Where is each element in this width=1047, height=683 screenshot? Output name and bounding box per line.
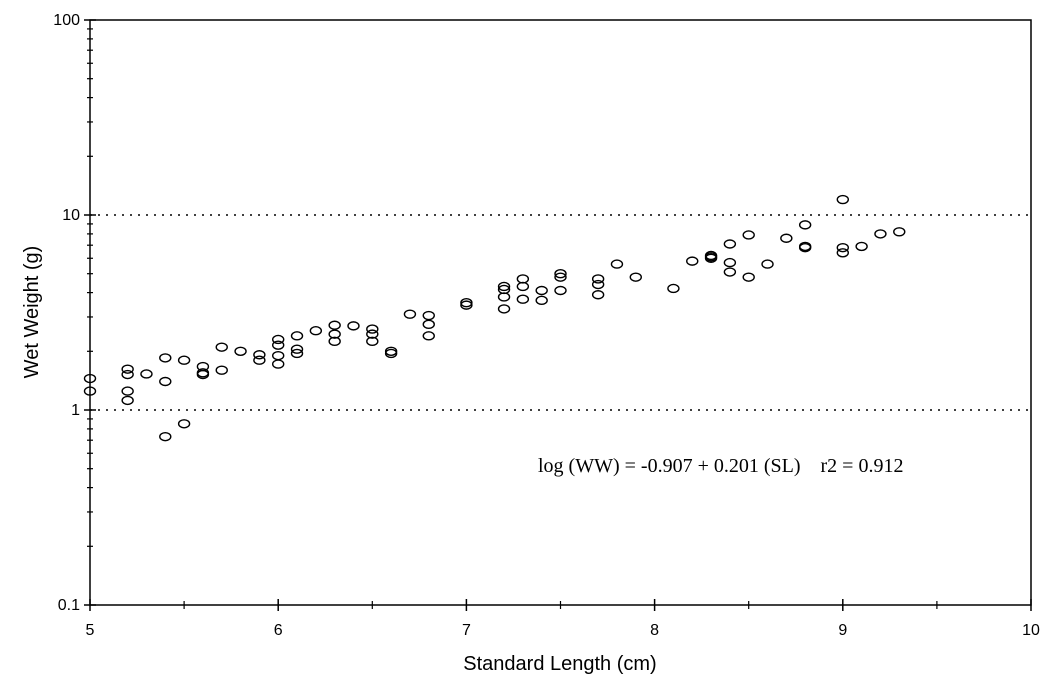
data-point [798,220,812,230]
x-axis-ticks: 5 6 7 8 9 10 [86,599,1040,639]
data-point [460,298,473,308]
data-point [554,272,567,282]
data-point [215,342,228,352]
data-point [272,359,285,369]
annotation-equation: log (WW) = -0.907 + 0.201 (SL) r2 = 0.91… [538,455,903,477]
data-point [516,294,530,304]
data-point [328,329,341,339]
data-point [159,431,172,442]
data-point [422,319,435,330]
data-point [272,340,285,350]
data-point [610,259,624,269]
data-point [723,257,737,268]
data-point [893,227,906,237]
x-tick-label: 6 [274,622,283,639]
data-point [328,320,341,330]
x-tick-label: 5 [86,622,95,639]
data-point [591,290,605,300]
data-point [761,259,774,269]
data-point [836,242,849,253]
data-point [347,321,360,331]
data-point [121,369,134,380]
data-point [366,336,379,347]
data-point [121,386,134,396]
data-point [83,386,97,396]
data-point [629,272,642,282]
x-tick-label: 9 [838,622,847,639]
y-tick-label: 100 [53,12,80,29]
data-point [742,230,755,240]
data-point [422,331,435,341]
data-point [591,279,605,290]
data-point [516,281,530,292]
data-point [497,281,511,292]
x-tick-label: 8 [650,622,659,639]
data-point [159,353,172,363]
x-tick-label: 10 [1022,622,1040,639]
data-point [140,369,153,379]
data-point [290,348,304,359]
data-point [591,274,605,284]
x-axis-label: Standard Length (cm) [463,653,656,675]
data-point [196,369,210,380]
data-point [272,334,285,345]
data-point [535,295,548,306]
data-point [836,194,849,205]
data-point [328,336,341,347]
data-point [253,355,266,365]
data-point [403,309,417,319]
data-point [686,256,699,266]
data-points [83,194,906,442]
y-tick-label: 1 [71,402,80,419]
data-point [497,292,511,302]
data-point [290,344,304,354]
x-tick-label: 7 [462,622,471,639]
data-point [855,241,868,252]
data-point [535,285,548,296]
y-axis-label: Wet Weight (g) [21,246,43,379]
data-point [723,267,737,277]
data-point [723,239,737,249]
data-point [159,376,172,387]
data-point [177,419,191,429]
data-point [554,285,567,296]
data-point [83,373,97,384]
data-point [460,300,473,310]
data-point [234,346,247,356]
data-point [121,395,134,406]
data-point [780,233,793,243]
data-point [704,253,718,263]
data-point [554,269,567,279]
y-tick-label: 0.1 [58,597,80,614]
data-point [742,272,755,282]
data-point [366,329,379,339]
data-point [874,229,887,239]
data-point [497,304,511,314]
data-point [384,348,398,359]
data-point [177,355,191,365]
data-point [121,364,134,374]
data-point [798,242,812,253]
reference-lines [90,214,1031,411]
data-point [366,324,379,334]
data-point [309,326,323,336]
data-point [290,331,304,341]
data-point [215,365,228,375]
data-point [422,310,435,321]
data-point [667,283,680,294]
data-point [253,350,266,360]
y-tick-label: 10 [62,207,80,224]
y-axis-ticks: 0.1 1 10 100 [53,12,96,614]
data-point [836,248,849,258]
